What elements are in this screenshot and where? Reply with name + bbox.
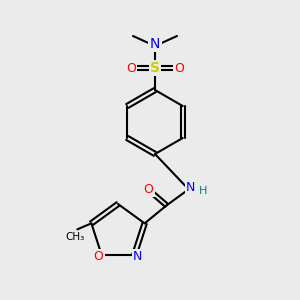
- Text: N: N: [150, 37, 160, 51]
- Text: O: O: [174, 61, 184, 74]
- Text: S: S: [150, 61, 160, 75]
- Text: O: O: [94, 250, 103, 263]
- Text: O: O: [144, 183, 154, 196]
- Text: O: O: [126, 61, 136, 74]
- Text: N: N: [133, 250, 142, 263]
- Text: CH₃: CH₃: [66, 232, 85, 242]
- Text: H: H: [198, 186, 207, 196]
- Text: N: N: [186, 181, 195, 194]
